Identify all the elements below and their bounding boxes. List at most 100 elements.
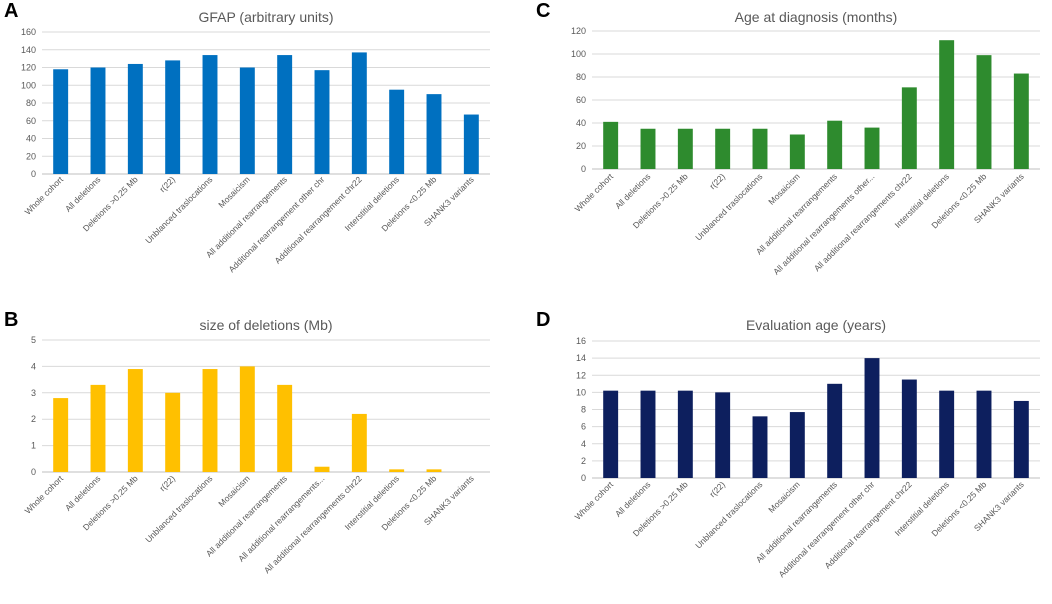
bar bbox=[53, 398, 69, 472]
chart-a: GFAP (arbitrary units) 0 20 40 60 80 100 120 140… bbox=[21, 9, 490, 274]
x-category-label: r(22) bbox=[157, 174, 177, 194]
bar bbox=[351, 413, 367, 472]
x-category-label: Unblanced traslocations bbox=[143, 174, 214, 245]
bar bbox=[976, 390, 992, 478]
y-tick-label: 4 bbox=[581, 439, 586, 449]
y-tick-label: 3 bbox=[31, 388, 36, 398]
y-tick-label: 140 bbox=[21, 45, 36, 55]
bar bbox=[715, 128, 731, 169]
x-category-label: All deletions bbox=[613, 479, 652, 518]
y-tick-label: 80 bbox=[576, 72, 586, 82]
y-tick-label: 2 bbox=[581, 456, 586, 466]
bar bbox=[640, 390, 656, 478]
x-category-label: Mosaicism bbox=[766, 171, 801, 206]
panel-letter-c: C bbox=[536, 0, 551, 22]
x-category-label: All deletions bbox=[63, 174, 102, 213]
y-tick-label: 80 bbox=[26, 98, 36, 108]
chart-b: size of deletions (Mb) 0 1 2 3 4 5 Whole cohort… bbox=[23, 317, 490, 575]
x-category-label: Mosaicism bbox=[216, 473, 251, 508]
bar bbox=[827, 120, 843, 169]
bar bbox=[864, 127, 880, 169]
y-tick-label: 0 bbox=[31, 467, 36, 477]
chart-title: GFAP (arbitrary units) bbox=[198, 9, 333, 25]
y-tick-label: 8 bbox=[581, 405, 586, 415]
bar bbox=[939, 40, 955, 170]
bar bbox=[603, 121, 619, 169]
x-category-label: Whole cohort bbox=[573, 171, 616, 214]
y-tick-label: 0 bbox=[581, 473, 586, 483]
bar bbox=[351, 52, 367, 174]
bar bbox=[202, 55, 218, 175]
y-tick-label: 40 bbox=[26, 134, 36, 144]
y-tick-label: 40 bbox=[576, 118, 586, 128]
bar bbox=[677, 390, 693, 478]
x-category-label: Whole cohort bbox=[23, 473, 66, 516]
bar bbox=[603, 390, 619, 478]
y-tick-label: 20 bbox=[26, 151, 36, 161]
bar bbox=[426, 469, 442, 472]
bar bbox=[202, 369, 218, 472]
bar bbox=[165, 60, 181, 174]
y-tick-label: 60 bbox=[26, 116, 36, 126]
x-category-label: All deletions bbox=[63, 473, 102, 512]
panel-letter-d: D bbox=[536, 309, 551, 331]
y-tick-label: 120 bbox=[21, 63, 36, 73]
bar bbox=[677, 128, 693, 169]
x-category-label: Mosaicism bbox=[766, 479, 801, 514]
y-tick-label: 14 bbox=[576, 353, 586, 363]
panel-d: D Evaluation age (years) 0 2 4 6 8 10 12 14 16 Who… bbox=[530, 305, 1052, 604]
y-tick-label: 20 bbox=[576, 141, 586, 151]
bar bbox=[752, 128, 768, 169]
y-tick-label: 160 bbox=[21, 27, 36, 37]
x-category-label: r(22) bbox=[707, 171, 727, 191]
bar bbox=[53, 69, 69, 174]
bar bbox=[277, 384, 293, 472]
panel-letter-b: B bbox=[4, 309, 19, 331]
bar bbox=[789, 134, 805, 169]
bar bbox=[976, 55, 992, 169]
bar bbox=[90, 67, 106, 174]
x-category-label: Unblanced traslocations bbox=[693, 171, 764, 242]
bar bbox=[752, 416, 768, 478]
bar bbox=[127, 63, 143, 175]
bar bbox=[314, 70, 330, 174]
bar bbox=[127, 369, 143, 472]
y-tick-label: 60 bbox=[576, 95, 586, 105]
panel-letter-a: A bbox=[4, 0, 19, 22]
panel-a: A GFAP (arbitrary units) 0 20 40 60 80 100 120 1… bbox=[0, 0, 520, 300]
y-tick-label: 0 bbox=[31, 169, 36, 179]
y-tick-label: 2 bbox=[31, 414, 36, 424]
panel-b: B size of deletions (Mb) 0 1 2 3 4 5 Whole coho… bbox=[0, 305, 520, 604]
chart-title: Age at diagnosis (months) bbox=[735, 9, 898, 25]
chart-c: Age at diagnosis (months) 0 20 40 60 80 100 120… bbox=[571, 9, 1040, 277]
y-tick-label: 4 bbox=[31, 361, 36, 371]
x-category-label: Whole cohort bbox=[23, 174, 66, 217]
bar bbox=[939, 390, 955, 478]
x-category-label: Whole cohort bbox=[573, 479, 616, 522]
y-tick-label: 10 bbox=[576, 387, 586, 397]
bar bbox=[715, 392, 731, 478]
x-category-label: Unblanced traslocations bbox=[143, 473, 214, 544]
bar bbox=[640, 128, 656, 169]
bar bbox=[277, 55, 293, 175]
x-category-label: Unblanced traslocations bbox=[693, 479, 764, 550]
bar bbox=[827, 383, 843, 478]
bar bbox=[463, 114, 479, 174]
bar bbox=[165, 392, 181, 472]
panel-c: C Age at diagnosis (months) 0 20 40 60 80 100 1… bbox=[530, 0, 1052, 300]
y-tick-label: 12 bbox=[576, 370, 586, 380]
bar bbox=[1013, 73, 1029, 169]
x-category-label: r(22) bbox=[157, 473, 177, 493]
x-category-label: r(22) bbox=[707, 479, 727, 499]
bar bbox=[239, 366, 255, 472]
y-tick-label: 5 bbox=[31, 335, 36, 345]
bar bbox=[239, 67, 255, 174]
chart-title: Evaluation age (years) bbox=[746, 317, 886, 333]
y-tick-label: 100 bbox=[21, 80, 36, 90]
bar bbox=[1013, 400, 1029, 478]
chart-d: Evaluation age (years) 0 2 4 6 8 10 12 14 16 Whole… bbox=[573, 317, 1040, 579]
y-tick-label: 120 bbox=[571, 26, 586, 36]
bar bbox=[389, 89, 405, 174]
bar bbox=[789, 412, 805, 478]
y-tick-label: 6 bbox=[581, 422, 586, 432]
